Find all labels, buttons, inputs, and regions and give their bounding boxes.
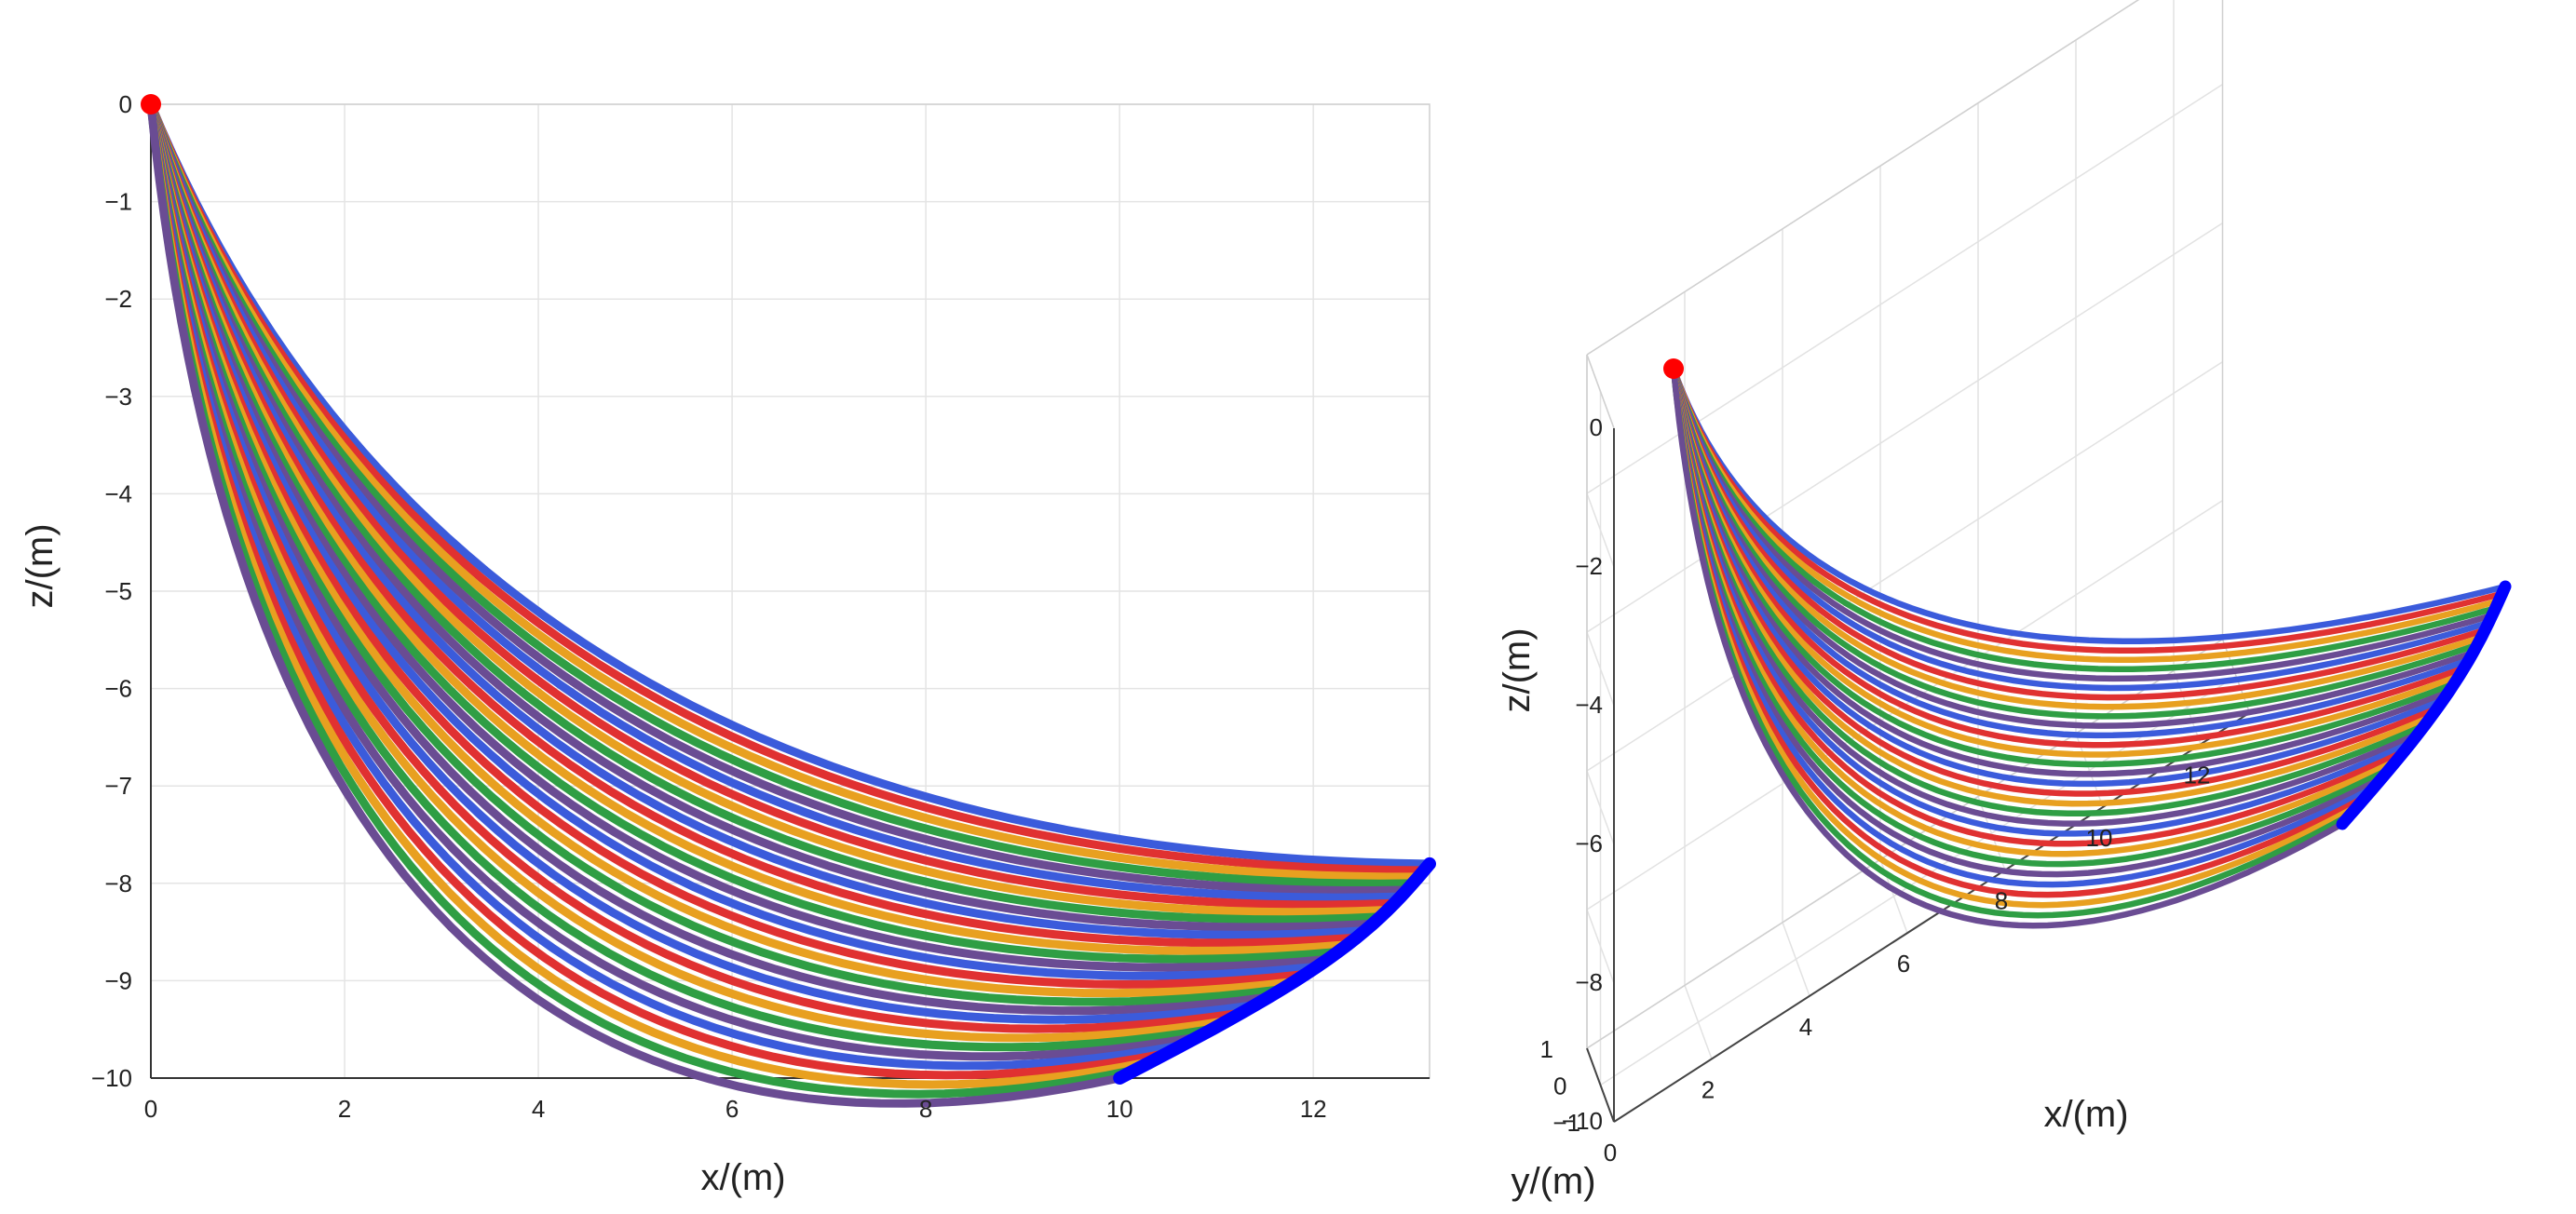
right-box-edge <box>1586 0 2140 356</box>
right-curve-family <box>1663 358 2512 929</box>
left-z-tick-label: 0 <box>119 90 132 118</box>
right-y-axis-label: y/(m) <box>1511 1161 1595 1202</box>
right-back-wall-z-gridline <box>1586 222 2223 633</box>
left-x-tick-label: 10 <box>1106 1095 1133 1123</box>
left-x-tick-label: 6 <box>725 1095 739 1123</box>
right-z-tick-label: −10 <box>1562 1107 1603 1135</box>
right-z-tick-label: −8 <box>1575 968 1603 996</box>
right-x-axis-label: x/(m) <box>2043 1094 2128 1135</box>
right-y-tick-label: 1 <box>1540 1035 1553 1063</box>
right-y-tick-label: 0 <box>1553 1072 1566 1100</box>
right-x-tick-label: 0 <box>1604 1139 1617 1167</box>
left-z-tick-label: −5 <box>104 577 132 605</box>
right-box-edge <box>1586 638 2223 1049</box>
right-box-edge <box>1586 354 1615 429</box>
right-z-axis-label: z/(m) <box>1497 627 1538 712</box>
left-z-tick-label: −9 <box>104 966 132 994</box>
left-z-tick-label: −2 <box>104 285 132 313</box>
left-z-tick-label: −10 <box>91 1064 132 1092</box>
left-mooring-curve <box>146 100 1124 1108</box>
left-z-axis-label: z/(m) <box>20 523 61 608</box>
left-curve-family <box>141 94 1436 1108</box>
left-x-tick-label: 8 <box>919 1095 932 1123</box>
left-x-tick-label: 4 <box>532 1095 545 1123</box>
right-anchor-point <box>1663 358 1684 379</box>
left-z-tick-label: −7 <box>104 772 132 800</box>
left-endpoint-arc <box>1113 857 1436 1085</box>
right-mooring-curve <box>1670 365 2346 929</box>
right-back-wall-z-gridline <box>1586 0 2140 356</box>
right-x-tick-label: 2 <box>1702 1075 1715 1103</box>
xz-projection-chart: 0 2 4 6 8 10 12 0 −1 −2 −3 −4 −5 −6 −7 −8 −9 −10 x/(m) z/… <box>20 90 1436 1198</box>
left-x-tick-label: 0 <box>144 1095 157 1123</box>
left-z-tick-label: −1 <box>104 188 132 216</box>
right-back-wall-z-gridline <box>1586 360 2223 772</box>
right-z-tick-label: −6 <box>1575 830 1603 857</box>
left-z-tick-label: −8 <box>104 870 132 897</box>
left-tick-labels: 0 2 4 6 8 10 12 0 −1 −2 −3 −4 −5 −6 −7 −8 −9 −10 <box>91 90 1327 1123</box>
left-anchor-point <box>141 94 161 115</box>
right-3d-box-grid <box>1586 0 2251 1123</box>
right-x-tick-label: 4 <box>1799 1013 1812 1041</box>
right-z-tick-label: −2 <box>1575 552 1603 580</box>
right-axis-line <box>1586 1047 1615 1123</box>
right-axis-line <box>1613 711 2251 1123</box>
right-z-tick-label: −4 <box>1575 691 1603 719</box>
right-endpoint-arc <box>2336 580 2512 830</box>
left-x-tick-label: 2 <box>338 1095 351 1123</box>
left-x-axis-label: x/(m) <box>700 1157 785 1198</box>
right-x-tick-label: 8 <box>1995 887 2008 915</box>
right-x-tick-label: 10 <box>2086 824 2113 852</box>
left-z-tick-label: −6 <box>104 675 132 703</box>
left-z-tick-label: −3 <box>104 383 132 411</box>
left-z-tick-label: −4 <box>104 479 132 507</box>
right-x-tick-label: 6 <box>1897 950 1910 978</box>
right-y-tick-label: −1 <box>1552 1109 1580 1137</box>
right-x-tick-label: 12 <box>2184 761 2211 789</box>
left-x-tick-label: 12 <box>1300 1095 1327 1123</box>
right-z-tick-label: 0 <box>1590 413 1603 441</box>
